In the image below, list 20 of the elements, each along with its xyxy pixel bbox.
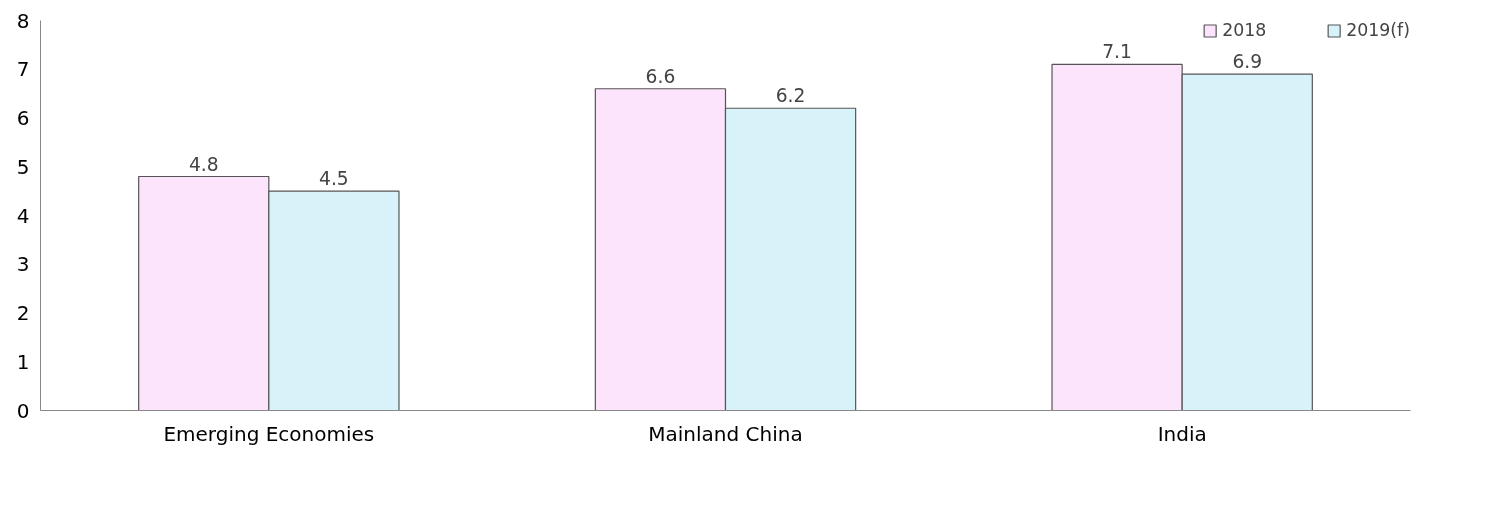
legend-label: 2019(f) (1346, 20, 1410, 40)
data-label: 4.5 (319, 168, 349, 190)
y-tick-label: 3 (16, 252, 30, 277)
data-label: 4.8 (188, 153, 219, 175)
data-label: 6.9 (1232, 51, 1263, 73)
y-tick-label: 5 (16, 154, 30, 179)
y-tick-label: 4 (16, 203, 30, 228)
data-label: 7.1 (1102, 41, 1132, 63)
data-label: 6.6 (645, 65, 676, 87)
y-tick-label: 6 (16, 106, 30, 130)
x-tick-label: Emerging Economies (163, 421, 375, 446)
legend-label: 2018 (1222, 20, 1267, 40)
y-tick-label: 8 (16, 8, 30, 33)
y-tick-label: 1 (16, 349, 30, 374)
x-tick-label: India (1157, 421, 1207, 446)
data-label: 6.2 (775, 85, 806, 107)
y-tick-label: 0 (16, 398, 30, 423)
y-tick-label: 2 (16, 301, 30, 325)
y-tick-label: 7 (16, 57, 30, 82)
x-tick-label: Mainland China (648, 421, 803, 446)
